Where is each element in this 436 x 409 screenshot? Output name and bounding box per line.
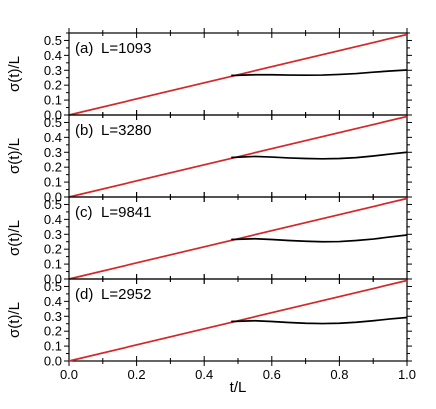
y-tick-label: 0.4 <box>44 212 62 227</box>
panel-annotation: L=2952 <box>101 286 151 303</box>
y-tick-label: 0.4 <box>44 294 62 309</box>
y-tick-label: 0.5 <box>44 115 62 130</box>
y-tick-label: 0.5 <box>44 33 62 48</box>
panel-annotation: L=1093 <box>101 40 151 57</box>
panel-label: (a) <box>75 40 93 57</box>
y-axis-title: σ(t)/L <box>6 220 23 256</box>
x-tick-label: 0.4 <box>195 367 213 382</box>
x-axis-title: t/L <box>230 379 247 396</box>
panel-annotation: L=9841 <box>101 204 151 221</box>
panel-label: (d) <box>75 286 93 303</box>
y-axis-title: σ(t)/L <box>6 138 23 174</box>
y-tick-label: 0.3 <box>44 145 62 160</box>
x-tick-label: 0.8 <box>330 367 348 382</box>
y-axis-title: σ(t)/L <box>6 302 23 338</box>
x-tick-label: 0.6 <box>263 367 281 382</box>
series-line-black <box>231 151 408 160</box>
y-tick-label: 0.1 <box>44 93 62 108</box>
y-tick-label: 0.2 <box>44 242 62 257</box>
y-tick-label: 0.0 <box>44 272 62 287</box>
x-tick-label: 0.2 <box>128 367 146 382</box>
series-line-black <box>231 316 408 325</box>
y-tick-label: 0.5 <box>44 197 62 212</box>
panel-1: 0.00.10.20.30.40.5 (a) L=1093 σ(t)/L <box>6 28 412 123</box>
y-tick-label: 0.2 <box>44 324 62 339</box>
y-tick-label: 0.4 <box>44 48 62 63</box>
y-tick-label: 0.0 <box>44 108 62 123</box>
y-tick-label: 0.3 <box>44 227 62 242</box>
y-tick-label: 0.2 <box>44 78 62 93</box>
panel-annotation: L=3280 <box>101 122 151 139</box>
y-tick-label: 0.4 <box>44 130 62 145</box>
y-tick-label: 0.0 <box>44 354 62 369</box>
x-tick-label: 1.0 <box>398 367 416 382</box>
y-tick-label: 0.1 <box>44 257 62 272</box>
y-tick-label: 0.0 <box>44 190 62 205</box>
y-tick-label: 0.5 <box>44 279 62 294</box>
y-axis-title: σ(t)/L <box>6 56 23 92</box>
y-tick-label: 0.2 <box>44 160 62 175</box>
series-line-black <box>231 234 408 243</box>
y-tick-label: 0.3 <box>44 309 62 324</box>
series-line-black <box>231 69 408 77</box>
y-tick-label: 0.1 <box>44 175 62 190</box>
y-tick-label: 0.1 <box>44 339 62 354</box>
panel-label: (c) <box>75 204 93 221</box>
panel-4: 0.00.10.20.30.40.50.0 0.2 0.4 0.6 0.8 1.0(d) L… <box>6 274 416 396</box>
y-tick-label: 0.3 <box>44 63 62 78</box>
panel-label: (b) <box>75 122 93 139</box>
x-tick-label: 0.0 <box>60 367 78 382</box>
